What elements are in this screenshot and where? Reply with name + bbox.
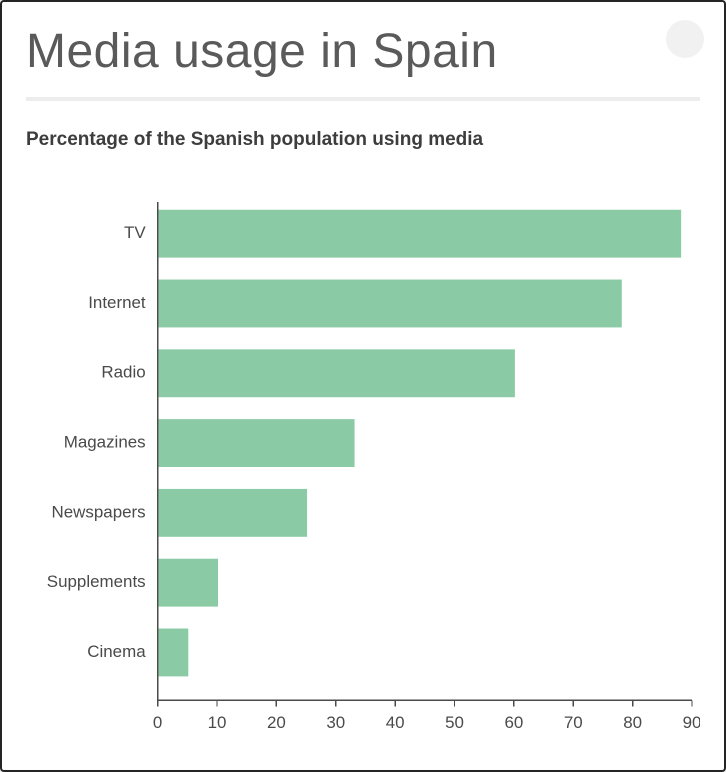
x-tick-label: 90 xyxy=(683,713,700,732)
x-tick-label: 40 xyxy=(386,713,405,732)
chart-card: Media usage in Spain Percentage of the S… xyxy=(0,0,726,772)
category-label: Supplements xyxy=(47,572,146,591)
category-label: Radio xyxy=(101,363,145,382)
bar-chart: TV Internet Radio Magazines Newspapers Supple… xyxy=(26,191,700,743)
chart-subtitle: Percentage of the Spanish population usi… xyxy=(26,129,700,151)
decorative-dot xyxy=(666,20,704,58)
category-label: Magazines xyxy=(64,433,146,452)
x-tick-label: 30 xyxy=(326,713,345,732)
x-tick-label: 70 xyxy=(564,713,583,732)
bar xyxy=(159,349,515,397)
category-label: Cinema xyxy=(87,642,146,661)
category-label: TV xyxy=(124,223,146,242)
x-tick-label: 0 xyxy=(153,713,162,732)
category-label: Newspapers xyxy=(52,502,146,521)
x-tick-label: 50 xyxy=(445,713,464,732)
page-title: Media usage in Spain xyxy=(26,24,700,79)
bar xyxy=(159,559,218,607)
bar xyxy=(159,419,355,467)
bar xyxy=(159,280,622,328)
bar xyxy=(159,629,189,677)
bar xyxy=(159,210,682,258)
x-tick-label: 80 xyxy=(623,713,642,732)
x-tick-label: 10 xyxy=(208,713,227,732)
bar xyxy=(159,489,307,537)
divider xyxy=(26,97,700,101)
x-tick-label: 60 xyxy=(504,713,523,732)
x-tick-label: 20 xyxy=(267,713,286,732)
category-label: Internet xyxy=(88,293,146,312)
